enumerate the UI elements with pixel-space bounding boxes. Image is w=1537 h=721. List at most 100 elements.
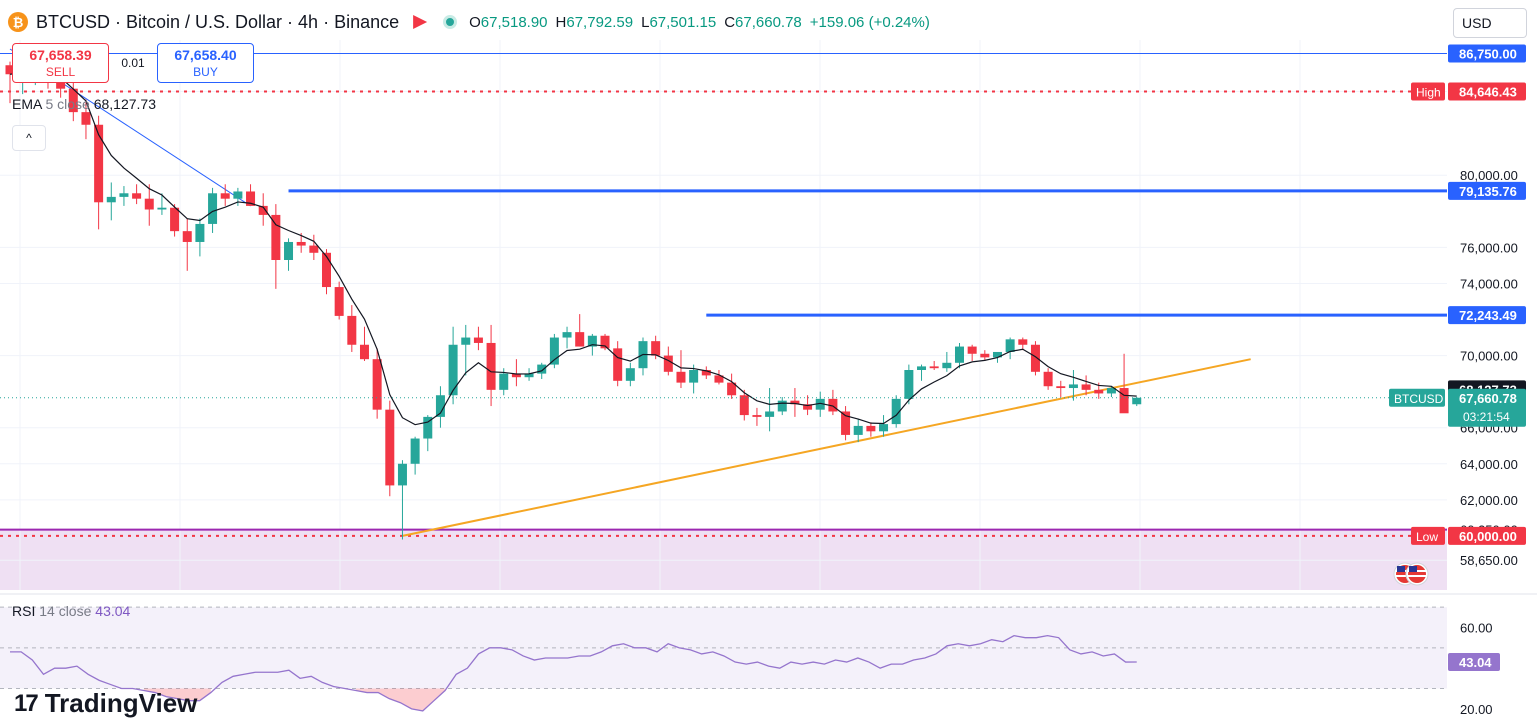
candle-body bbox=[284, 241, 294, 260]
candle-body bbox=[714, 375, 724, 383]
candle-body bbox=[992, 351, 1002, 358]
candle-body bbox=[853, 425, 863, 435]
candle-body bbox=[1094, 389, 1104, 394]
candle-body bbox=[334, 287, 344, 316]
candle-body bbox=[461, 337, 471, 345]
close-label: C bbox=[724, 13, 736, 31]
rsi-legend[interactable]: RSI 14 close 43.04 bbox=[12, 603, 130, 619]
candle-body bbox=[1132, 397, 1142, 405]
candle-body bbox=[613, 348, 623, 381]
bitcoin-logo-icon: ₿ bbox=[8, 12, 28, 32]
price-tag-bg bbox=[1448, 306, 1526, 325]
rsi-oversold-fill bbox=[143, 688, 211, 701]
candle-body bbox=[790, 400, 800, 405]
candle-body bbox=[701, 370, 711, 376]
candle-body bbox=[803, 404, 813, 410]
brand-name: TradingView bbox=[44, 688, 198, 718]
currency-select[interactable]: USD bbox=[1453, 8, 1527, 38]
candle-body bbox=[1068, 384, 1078, 389]
candle-body bbox=[587, 335, 597, 347]
price-tag: 72,243.49 bbox=[1459, 308, 1517, 323]
ema-params: 5 close bbox=[45, 96, 90, 112]
candle-body bbox=[1106, 388, 1116, 394]
ema-value: 68,127.73 bbox=[93, 96, 157, 112]
tradingview-logo[interactable]: 17 TradingView bbox=[14, 688, 197, 719]
candle-body bbox=[1005, 339, 1015, 352]
candle-body bbox=[423, 416, 433, 439]
candle-body bbox=[676, 371, 686, 383]
extreme-tag-label: Low bbox=[1416, 530, 1438, 544]
candle-body bbox=[132, 193, 142, 199]
candle-body bbox=[473, 337, 483, 343]
candle-countdown: 03:21:54 bbox=[1463, 410, 1510, 424]
candle-body bbox=[537, 364, 547, 374]
rsi-value: 43.04 bbox=[95, 603, 131, 619]
rsi-axis-tick: 20.00 bbox=[1460, 702, 1493, 717]
candle-body bbox=[309, 245, 319, 253]
candle-body bbox=[575, 332, 585, 347]
candle-body bbox=[866, 425, 876, 432]
candle-body bbox=[1081, 384, 1091, 390]
price-axis-tick: 76,000.00 bbox=[1460, 240, 1518, 255]
trendline bbox=[402, 358, 1251, 537]
ohlc-values: O67,518.90 H67,792.59 L67,501.15 C67,660… bbox=[469, 14, 930, 31]
extreme-tag-bg bbox=[1411, 526, 1445, 545]
candle-body bbox=[410, 438, 420, 464]
candle-body bbox=[511, 373, 521, 378]
extreme-tag-label: High bbox=[1416, 85, 1441, 99]
price-tag: 60,000.00 bbox=[1459, 529, 1517, 544]
candle-body bbox=[157, 207, 167, 210]
buy-button[interactable]: 67,658.40 BUY bbox=[157, 43, 254, 83]
candle-body bbox=[435, 395, 445, 417]
chevron-up-icon: ^ bbox=[26, 131, 32, 145]
candle-body bbox=[233, 191, 243, 199]
candle-body bbox=[1119, 388, 1129, 414]
candle-body bbox=[94, 124, 104, 203]
candle-body bbox=[322, 252, 331, 288]
candle-body bbox=[828, 398, 838, 412]
price-axis-tick: 70,000.00 bbox=[1460, 349, 1518, 364]
candle-body bbox=[904, 370, 914, 399]
candle-body bbox=[5, 65, 15, 75]
candle-body bbox=[296, 241, 306, 246]
ema-legend[interactable]: EMA 5 close 68,127.73 bbox=[12, 96, 156, 112]
candle-body bbox=[891, 398, 901, 425]
collapse-legend-button[interactable]: ^ bbox=[12, 125, 46, 151]
low-label: L bbox=[641, 13, 650, 31]
rsi-params: 14 close bbox=[39, 603, 92, 619]
candle-body bbox=[562, 332, 572, 338]
candle-body bbox=[752, 415, 762, 417]
buy-label: BUY bbox=[193, 65, 218, 79]
tradingview-mark-icon: 17 bbox=[14, 689, 39, 717]
candle-body bbox=[1030, 344, 1040, 372]
price-axis-tick: 74,000.00 bbox=[1460, 276, 1518, 291]
candle-body bbox=[524, 373, 534, 378]
symbol-tag-bg bbox=[1389, 388, 1445, 407]
candle-body bbox=[1018, 339, 1028, 345]
sell-button[interactable]: 67,658.39 SELL bbox=[12, 43, 109, 83]
candle-body bbox=[967, 346, 977, 354]
rsi-value-tag: 43.04 bbox=[1459, 655, 1492, 670]
market-open-status-icon bbox=[443, 15, 458, 29]
rsi-axis-tick: 60.00 bbox=[1460, 621, 1493, 636]
last-price-tag-bg bbox=[1448, 388, 1526, 427]
flag-marker-icon[interactable] bbox=[413, 15, 428, 29]
high-value: 67,792.59 bbox=[566, 13, 634, 31]
candle-body bbox=[106, 196, 116, 203]
candle-body bbox=[929, 366, 939, 369]
symbol-title[interactable]: BTCUSD · Bitcoin / U.S. Dollar · 4h · Bi… bbox=[36, 11, 400, 32]
price-tag: 84,646.43 bbox=[1459, 84, 1517, 99]
candle-body bbox=[499, 373, 509, 390]
candle-body bbox=[917, 366, 927, 370]
buy-price: 67,658.40 bbox=[174, 47, 237, 63]
us-flag-icon[interactable] bbox=[1392, 560, 1430, 588]
candle-body bbox=[600, 335, 610, 349]
low-value: 67,501.15 bbox=[649, 13, 717, 31]
extreme-tag-bg bbox=[1411, 82, 1445, 101]
candle-body bbox=[372, 359, 382, 410]
price-axis-tick: 62,000.00 bbox=[1460, 493, 1518, 508]
sell-label: SELL bbox=[45, 65, 76, 79]
rsi-value-tag-bg bbox=[1448, 652, 1500, 671]
price-tag-bg bbox=[1448, 181, 1526, 200]
